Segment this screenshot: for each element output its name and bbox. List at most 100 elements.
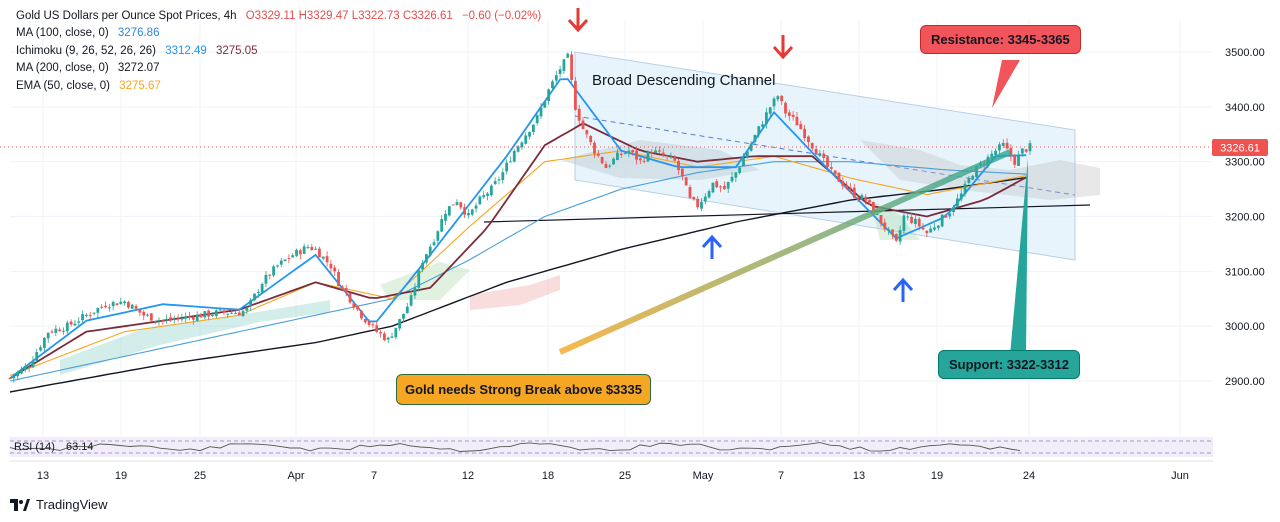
legend-ma200[interactable]: MA (200, close, 0) 3272.07: [16, 62, 160, 75]
candle-body: [241, 310, 245, 317]
candle-body: [237, 312, 241, 316]
chart-title: Gold US Dollars per Ounce Spot Prices, 4…: [16, 10, 237, 22]
ichimoku-cloud: [60, 140, 1100, 375]
candle-body: [169, 317, 172, 320]
candle-body: [669, 156, 673, 158]
candle-body: [604, 164, 608, 168]
candle-body: [264, 274, 268, 284]
candle-body: [39, 347, 42, 351]
candle-body: [810, 143, 814, 149]
candle-body: [925, 230, 929, 234]
candle-body: [256, 291, 260, 293]
candle-body: [516, 146, 520, 152]
candle-body: [963, 183, 967, 194]
candle-body: [214, 310, 218, 317]
candle-body: [512, 150, 516, 162]
candle-body: [936, 225, 940, 228]
ohlc-low: L3322.73: [351, 10, 400, 22]
candle-body: [65, 322, 69, 332]
candle-body: [486, 193, 489, 196]
candle-body: [176, 317, 180, 319]
candle-body: [386, 337, 390, 340]
down-arrow-icon: [567, 8, 589, 33]
candle-body: [463, 207, 467, 215]
candle-body: [600, 157, 604, 164]
support-callout: Support: 3322-3312: [938, 350, 1080, 379]
candle-body: [35, 352, 39, 361]
candle-body: [528, 132, 531, 137]
ohlc-change: −0.60 (−0.02%): [461, 10, 542, 22]
candle-body: [757, 126, 761, 135]
candle-body: [845, 184, 849, 189]
candle-body: [879, 215, 883, 224]
tradingview-branding[interactable]: TradingView: [10, 497, 108, 512]
candle-body: [593, 142, 596, 154]
candle-body: [474, 205, 478, 209]
x-tick-label: 7: [778, 470, 784, 482]
candle-body: [638, 158, 642, 161]
candle-body: [707, 191, 711, 198]
candle-body: [23, 365, 27, 370]
candle-body: [352, 303, 356, 308]
candle-body: [577, 108, 581, 121]
candle-body: [54, 328, 58, 333]
chart-legend: Gold US Dollars per Ounce Spot Prices, 4…: [16, 8, 541, 95]
candle-body: [165, 318, 169, 321]
candle-body: [795, 116, 799, 126]
candle-body: [875, 214, 879, 216]
candle-body: [295, 249, 298, 256]
candle-body: [761, 124, 764, 128]
rsi-label: RSI (14): [14, 441, 55, 453]
candle-body: [188, 316, 191, 318]
tradingview-logo-icon: [10, 498, 30, 511]
candle-body: [784, 102, 787, 114]
candle-body: [722, 185, 726, 190]
candle-body: [535, 115, 539, 124]
candle-body: [382, 333, 386, 341]
legend-ma100[interactable]: MA (100, close, 0) 3276.86: [16, 27, 160, 40]
candle-body: [134, 306, 138, 309]
candle-body: [944, 215, 948, 218]
candle-body: [547, 89, 551, 101]
candle-body: [149, 313, 153, 321]
candle-body: [276, 265, 279, 267]
candle-body: [688, 187, 692, 198]
candle-body: [287, 258, 291, 260]
candle-body: [199, 314, 203, 318]
x-tick-label: Jun: [1171, 470, 1189, 482]
candle-body: [505, 162, 509, 172]
candle-body: [994, 150, 998, 156]
legend-ema50[interactable]: EMA (50, close, 0) 3275.67: [16, 79, 161, 92]
candle-body: [337, 272, 340, 286]
candle-body: [596, 153, 600, 156]
candle-body: [375, 325, 379, 332]
candle-body: [990, 153, 994, 158]
candle-body: [814, 149, 818, 155]
candle-body: [153, 320, 157, 322]
x-tick-label: 18: [542, 470, 554, 482]
candle-body: [860, 195, 864, 200]
legend-ichimoku[interactable]: Ichimoku (9, 26, 52, 26, 26) 3312.49 327…: [16, 44, 258, 57]
candle-body: [887, 229, 891, 231]
candle-body: [818, 153, 822, 156]
candle-body: [661, 152, 665, 156]
candle-body: [509, 161, 512, 163]
time-axis[interactable]: 13 19 25 Apr 7 12 18 25 May 7 13 19 24 Jun: [37, 470, 1189, 482]
candle-body: [791, 114, 795, 117]
candle-body: [1017, 154, 1020, 166]
candle-body: [279, 260, 283, 265]
candle-body: [142, 311, 146, 316]
candle-body: [306, 246, 310, 248]
candle-body: [650, 152, 654, 154]
candle-body: [493, 181, 497, 185]
candle-body: [894, 233, 898, 241]
x-tick-label: 19: [931, 470, 943, 482]
x-tick-label: 12: [462, 470, 474, 482]
price-axis[interactable]: 3500.00 3400.00 3300.00 3200.00 3100.00 3000.…: [1225, 47, 1265, 388]
ohlc-open: O3329.11: [245, 10, 296, 22]
candle-body: [753, 134, 757, 143]
candle-body: [826, 156, 829, 167]
candle-body: [898, 230, 902, 242]
candle-body: [50, 331, 54, 333]
